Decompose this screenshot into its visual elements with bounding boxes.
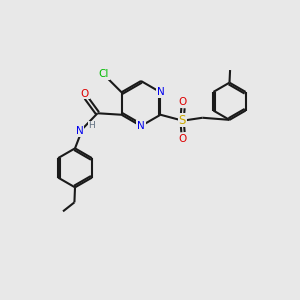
- Text: N: N: [157, 87, 164, 97]
- Text: H: H: [88, 122, 95, 130]
- Text: O: O: [81, 89, 89, 99]
- Text: Cl: Cl: [99, 69, 109, 79]
- Text: O: O: [179, 134, 187, 144]
- Text: S: S: [178, 114, 186, 127]
- Text: N: N: [76, 126, 83, 136]
- Text: N: N: [137, 121, 145, 131]
- Text: O: O: [179, 97, 187, 106]
